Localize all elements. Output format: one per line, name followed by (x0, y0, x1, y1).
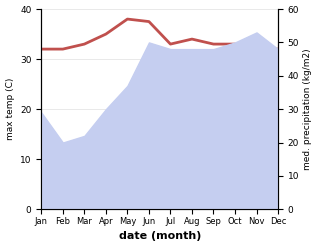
Y-axis label: med. precipitation (kg/m2): med. precipitation (kg/m2) (303, 48, 313, 170)
X-axis label: date (month): date (month) (119, 231, 201, 242)
Y-axis label: max temp (C): max temp (C) (5, 78, 15, 140)
